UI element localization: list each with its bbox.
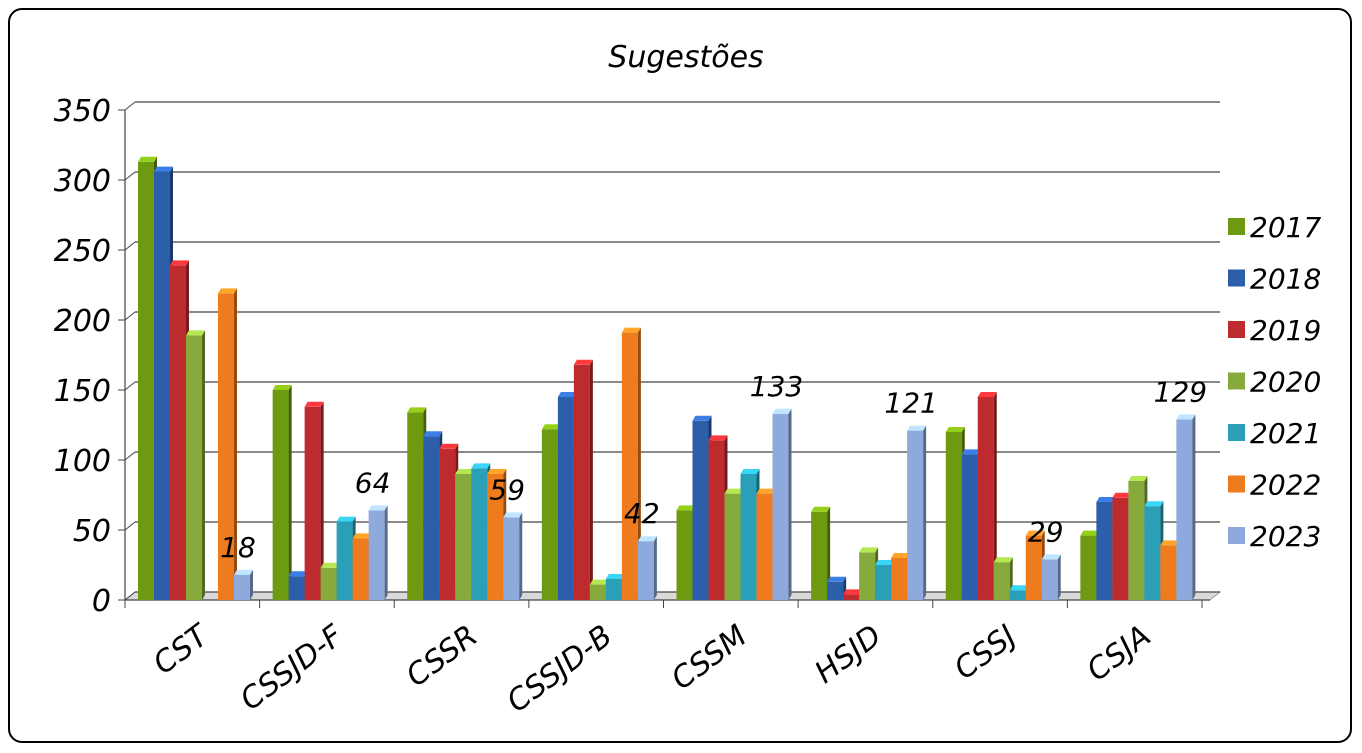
data-label: 42 xyxy=(624,497,660,530)
y-tick-label: 0 xyxy=(92,584,111,619)
legend-swatch xyxy=(1228,269,1245,287)
gridline-slant xyxy=(124,521,136,531)
y-tick-label: 100 xyxy=(54,444,111,479)
chart-title: Sugestões xyxy=(608,40,763,75)
data-label: 133 xyxy=(750,370,803,403)
legend-item-2021: 2021 xyxy=(1228,417,1321,450)
y-tick-label: 200 xyxy=(54,304,111,339)
bar-cssjd-f-2017 xyxy=(272,385,292,600)
legend-label: 2023 xyxy=(1250,520,1321,553)
bar-csja-2023 xyxy=(1176,414,1196,600)
y-axis-ticks: 0 50 100 150 200 250 300 350 xyxy=(54,94,111,619)
bar-cssj-2019 xyxy=(977,392,997,600)
legend-item-2022: 2022 xyxy=(1228,469,1321,502)
y-tick-label: 250 xyxy=(54,234,111,269)
legend-item-2018: 2018 xyxy=(1228,263,1321,296)
x-tick-label: CST xyxy=(147,617,217,682)
legend-label: 2017 xyxy=(1250,211,1321,244)
legend-label: 2020 xyxy=(1250,366,1321,399)
x-tick-label: CSSJD-F xyxy=(234,618,350,718)
bar-hsjd-2017 xyxy=(811,506,831,600)
bar-cst-2023 xyxy=(234,569,253,600)
legend-item-2019: 2019 xyxy=(1228,314,1321,347)
x-tick-label: CSSJD-B xyxy=(501,618,619,719)
bar-cst-2022 xyxy=(218,288,237,600)
legend-label: 2021 xyxy=(1250,417,1321,450)
gridline-slant xyxy=(124,241,136,251)
legend-item-2017: 2017 xyxy=(1228,211,1321,244)
data-label: 129 xyxy=(1154,375,1207,408)
data-label: 29 xyxy=(1028,515,1064,548)
bar-cssj-2023 xyxy=(1041,554,1061,600)
y-tick-label: 150 xyxy=(54,374,111,409)
x-tick-label: CSJA xyxy=(1081,618,1158,688)
gridline-slant xyxy=(124,381,136,391)
x-axis-ticks: CST CSSJD-F CSSR CSSJD-B CSSM HSJD CSSJ CSJA xyxy=(124,600,1203,720)
legend-item-2023: 2023 xyxy=(1228,520,1321,553)
x-tick-label: CSSM xyxy=(665,618,754,697)
bar-cssjd-b-2019 xyxy=(573,359,593,600)
bar-cssjd-f-2019 xyxy=(304,401,324,600)
x-tick-label: CSSR xyxy=(400,618,484,694)
bar-cssr-2023 xyxy=(503,512,523,600)
data-label: 64 xyxy=(355,466,391,499)
gridline-slant xyxy=(124,311,136,321)
gridline-slant xyxy=(124,451,136,461)
legend-swatch xyxy=(1228,424,1245,441)
bar-cssjd-b-2022 xyxy=(621,327,641,600)
bar-cssm-2023 xyxy=(772,408,792,600)
gridline-slant xyxy=(124,101,136,111)
data-label: 18 xyxy=(220,531,256,564)
legend-swatch xyxy=(1228,475,1245,493)
y-tick-label: 350 xyxy=(54,94,111,129)
x-tick-label: HSJD xyxy=(808,618,888,690)
legend-label: 2019 xyxy=(1250,314,1321,347)
gridline-slant xyxy=(124,171,136,181)
data-label: 59 xyxy=(489,473,525,506)
legend-swatch xyxy=(1228,372,1245,390)
data-label: 121 xyxy=(884,387,937,420)
y-tick-label: 300 xyxy=(54,164,111,199)
bar-hsjd-2023 xyxy=(907,425,927,600)
bars xyxy=(138,156,1196,601)
bar-cst-2020 xyxy=(186,330,205,600)
y-tick-label: 50 xyxy=(73,514,111,549)
legend-swatch xyxy=(1228,527,1245,544)
legend-label: 2018 xyxy=(1250,263,1321,296)
legend-swatch xyxy=(1228,218,1245,235)
gridline-slant xyxy=(124,591,136,601)
data-labels: 18 64 59 42 133 121 29 129 xyxy=(220,370,1207,564)
legend: 2017 2018 2019 2020 2021 2022 2023 xyxy=(1228,211,1321,553)
bar-cssjd-b-2020 xyxy=(589,579,609,600)
legend-item-2020: 2020 xyxy=(1228,366,1321,399)
x-tick-label: CSSJ xyxy=(948,618,1023,686)
legend-label: 2022 xyxy=(1250,469,1321,502)
legend-swatch xyxy=(1228,321,1245,338)
bar-cssjd-f-2023 xyxy=(368,505,388,600)
bar-cssjd-b-2023 xyxy=(637,536,657,600)
